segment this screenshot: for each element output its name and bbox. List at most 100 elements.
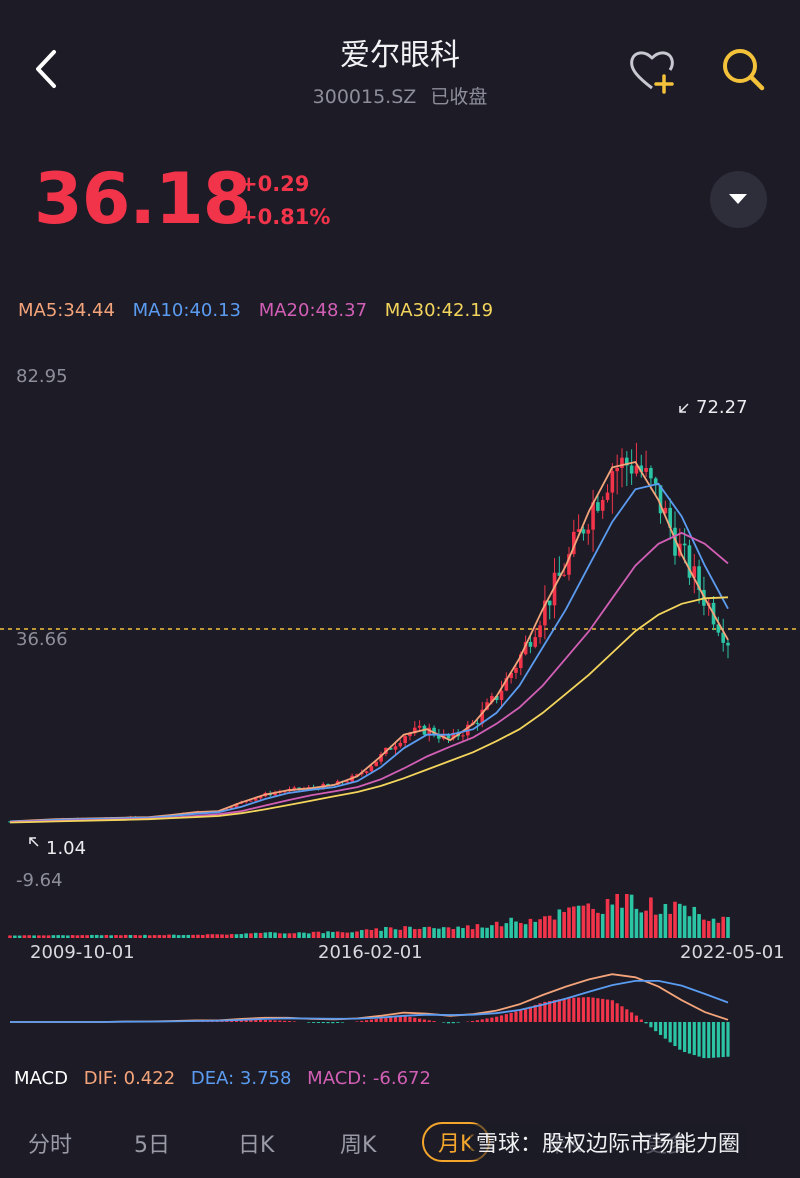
candle-body bbox=[567, 554, 571, 575]
macd-bar bbox=[456, 1022, 460, 1023]
macd-bar bbox=[673, 1022, 677, 1047]
macd-bar bbox=[311, 1022, 316, 1023]
macd-bar bbox=[658, 1022, 663, 1035]
volume-bar bbox=[644, 910, 648, 938]
volume-bar bbox=[162, 935, 167, 938]
candle-body bbox=[543, 600, 547, 626]
macd-bar bbox=[490, 1017, 494, 1022]
candle-body bbox=[649, 467, 653, 479]
volume-bar bbox=[340, 932, 345, 938]
volume-bar bbox=[711, 918, 716, 938]
high-arrow bbox=[679, 403, 689, 413]
volume-bar bbox=[32, 935, 36, 938]
tab-weekly[interactable]: 周K bbox=[340, 1133, 377, 1158]
volume-bar bbox=[186, 934, 191, 938]
volume-bar bbox=[205, 934, 210, 938]
volume-bar bbox=[499, 926, 504, 938]
macd-bar bbox=[480, 1019, 484, 1022]
volume-bar bbox=[41, 935, 46, 938]
volume-bar bbox=[653, 914, 658, 938]
macd-bar bbox=[364, 1020, 369, 1022]
volume-bar bbox=[629, 894, 634, 938]
dif-line bbox=[10, 973, 729, 1023]
kline-chart[interactable]: 82.95 36.66 -9.64 72.27 1.04 2009-10-01 … bbox=[0, 330, 800, 1060]
tab-intraday[interactable]: 分时 bbox=[28, 1133, 73, 1158]
macd-bar bbox=[707, 1022, 711, 1059]
volume-bar bbox=[615, 894, 619, 938]
macd-bar bbox=[552, 1000, 557, 1022]
candle-body bbox=[403, 736, 407, 743]
volume-bar bbox=[138, 935, 142, 938]
macd-bar bbox=[634, 1015, 639, 1022]
tab-daily[interactable]: 日K bbox=[238, 1133, 275, 1158]
ma30-label: MA30:42.19 bbox=[384, 300, 494, 321]
macd-bar bbox=[625, 1009, 629, 1022]
candle-body bbox=[514, 667, 518, 673]
volume-bar bbox=[726, 917, 730, 938]
macd-bar bbox=[543, 1001, 547, 1022]
volume-bar bbox=[422, 927, 427, 938]
candle-body bbox=[437, 735, 441, 739]
volume-bar bbox=[176, 935, 181, 938]
volume-bar bbox=[152, 935, 157, 938]
market-status: 已收盘 bbox=[430, 86, 488, 108]
macd-bar bbox=[422, 1019, 427, 1022]
macd-bar bbox=[702, 1022, 706, 1059]
price-change-pct: +0.81% bbox=[240, 205, 331, 229]
candle-body bbox=[451, 732, 456, 739]
macd-bar bbox=[417, 1018, 422, 1022]
macd-bar bbox=[644, 1022, 648, 1024]
candle-body bbox=[499, 690, 504, 701]
macd-bar bbox=[393, 1016, 398, 1022]
volume-bar bbox=[663, 904, 668, 938]
tab-5day[interactable]: 5日 bbox=[134, 1133, 170, 1158]
candle-body bbox=[446, 734, 451, 739]
ma20-line bbox=[9, 531, 729, 823]
macd-bar bbox=[384, 1017, 388, 1022]
candle-body bbox=[697, 566, 701, 590]
volume-bar bbox=[215, 934, 220, 938]
volume-bar bbox=[196, 934, 200, 938]
macd-bar bbox=[283, 1020, 287, 1022]
volume-bar bbox=[625, 894, 629, 938]
low-arrow bbox=[29, 837, 39, 847]
volume-bar bbox=[388, 927, 393, 938]
watermark: 雪球：股权边际市场能力圈 bbox=[470, 1124, 747, 1160]
candle-body bbox=[518, 654, 523, 668]
volume-bar bbox=[17, 935, 22, 938]
volume-bar bbox=[721, 916, 725, 938]
macd-bar bbox=[726, 1022, 730, 1057]
volume-bar bbox=[610, 904, 615, 938]
add-favorite-button[interactable] bbox=[626, 46, 678, 96]
macd-bar bbox=[471, 1021, 475, 1022]
candle-body bbox=[408, 733, 412, 737]
macd-bar bbox=[244, 1019, 248, 1022]
search-button[interactable] bbox=[718, 44, 770, 96]
dea-label: DEA: 3.758 bbox=[190, 1068, 292, 1089]
candle-body bbox=[552, 572, 557, 606]
volume-bar bbox=[22, 935, 27, 938]
macd-bar bbox=[268, 1020, 272, 1022]
macd-bar bbox=[215, 1021, 219, 1022]
volume-bar bbox=[335, 931, 340, 938]
volume-bar bbox=[114, 935, 118, 938]
volume-bar bbox=[586, 903, 591, 938]
volume-bar bbox=[451, 929, 456, 938]
macd-bar bbox=[572, 997, 576, 1022]
macd-bar bbox=[446, 1022, 451, 1024]
macd-bar bbox=[249, 1019, 253, 1022]
expand-quote-button[interactable] bbox=[710, 171, 767, 228]
macd-bar bbox=[692, 1022, 696, 1056]
volume-bar bbox=[427, 926, 432, 938]
dea-line bbox=[10, 980, 729, 1023]
high-arrowhead bbox=[679, 406, 686, 413]
volume-bar bbox=[509, 917, 513, 938]
volume-bar bbox=[562, 911, 566, 938]
volume-bar bbox=[273, 932, 277, 938]
back-button[interactable] bbox=[28, 44, 68, 94]
macd-bar bbox=[663, 1022, 667, 1039]
macd-bar bbox=[654, 1022, 658, 1032]
candle-body bbox=[504, 678, 509, 691]
candle-body bbox=[668, 507, 672, 528]
volume-bar bbox=[80, 935, 85, 938]
